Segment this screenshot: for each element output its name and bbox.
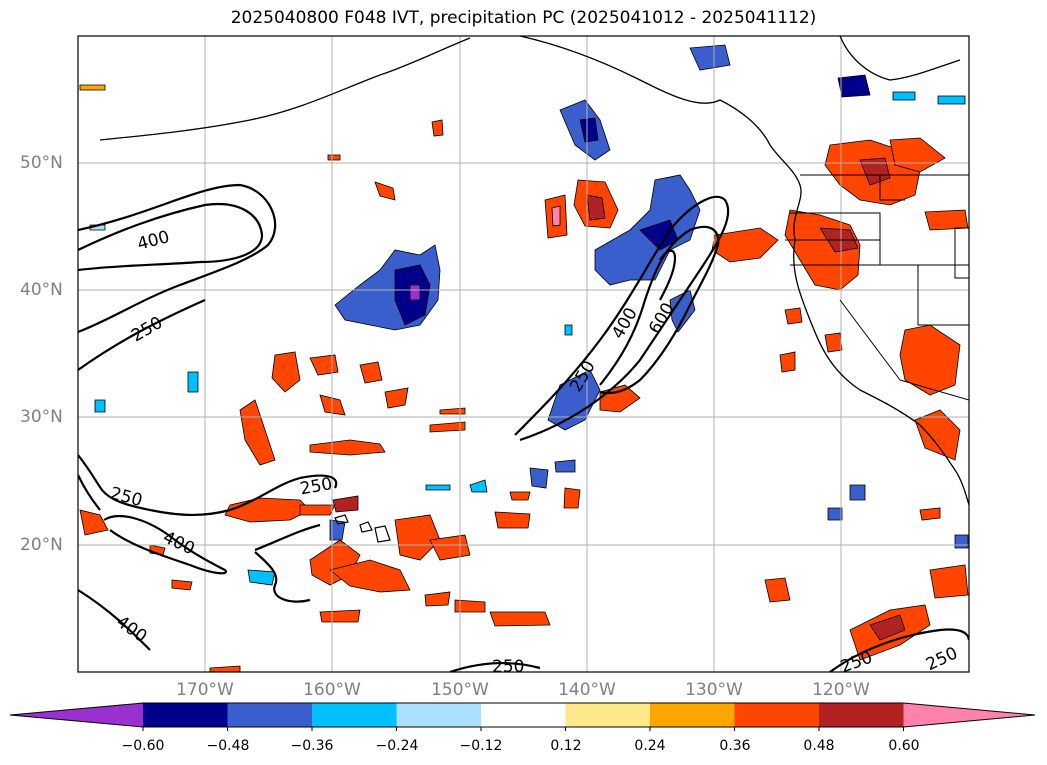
colorbar-segment bbox=[481, 703, 566, 727]
lat-label: 30°N bbox=[20, 407, 63, 427]
contour-label: 250 bbox=[128, 313, 166, 347]
colorbar bbox=[9, 702, 1036, 731]
contour-label: 250 bbox=[838, 648, 875, 678]
lon-label: 140°W bbox=[558, 680, 616, 700]
colorbar-tick-label: −0.12 bbox=[459, 738, 503, 754]
ivt-contours bbox=[78, 183, 969, 672]
colorbar-segment bbox=[565, 703, 651, 727]
contour-label: 250 bbox=[108, 483, 145, 511]
contour-label: 400 bbox=[135, 227, 172, 255]
lat-label: 40°N bbox=[20, 280, 63, 300]
colorbar-segment bbox=[819, 703, 904, 727]
colorbar-extend-max bbox=[903, 703, 1035, 727]
colorbar-tick-label: 0.24 bbox=[634, 738, 666, 754]
contour-label: 250 bbox=[298, 474, 333, 499]
colorbar-tick-label: 0.36 bbox=[719, 738, 751, 754]
colorbar-segment bbox=[227, 703, 313, 727]
colorbar-tick-label: −0.60 bbox=[121, 738, 165, 754]
lon-label: 130°W bbox=[685, 680, 743, 700]
colorbar-extend-min bbox=[10, 703, 143, 727]
map-content bbox=[78, 36, 969, 672]
colorbar-tick-label: −0.36 bbox=[290, 738, 334, 754]
contour-label: 400 bbox=[160, 528, 198, 560]
boundaries bbox=[785, 174, 969, 401]
colorbar-segment bbox=[312, 703, 397, 727]
precip-positive-shading bbox=[79, 84, 969, 672]
precip-negative-shading bbox=[89, 44, 969, 586]
colorbar-segment bbox=[734, 703, 820, 727]
colorbar-tick-label: −0.48 bbox=[206, 738, 250, 754]
lon-label: 160°W bbox=[303, 680, 361, 700]
map-border bbox=[77, 35, 970, 673]
contour-label-group: 400 250 250 400 600 250 250 250 400 400 … bbox=[108, 227, 961, 677]
lon-label: 150°W bbox=[431, 680, 489, 700]
graticule bbox=[78, 36, 969, 672]
colorbar-segment bbox=[143, 703, 228, 727]
contour-label: 400 bbox=[112, 612, 150, 647]
hawaii-islands bbox=[334, 514, 391, 543]
colorbar-tick-label: 0.12 bbox=[550, 738, 582, 754]
map-title: 2025040800 F048 IVT, precipitation PC (2… bbox=[230, 8, 817, 28]
colorbar-segment bbox=[650, 703, 735, 727]
colorbar-tick-label: 0.48 bbox=[803, 738, 835, 754]
lon-label: 170°W bbox=[176, 680, 234, 700]
colorbar-tick-label: −0.24 bbox=[375, 738, 419, 754]
contour-label: 250 bbox=[492, 657, 524, 677]
lat-label: 20°N bbox=[20, 535, 63, 555]
lon-label: 120°W bbox=[812, 680, 870, 700]
colorbar-tick-label: 0.60 bbox=[888, 738, 920, 754]
lat-label: 50°N bbox=[20, 153, 63, 173]
contour-label: 250 bbox=[923, 643, 961, 675]
colorbar-segment bbox=[396, 703, 482, 727]
